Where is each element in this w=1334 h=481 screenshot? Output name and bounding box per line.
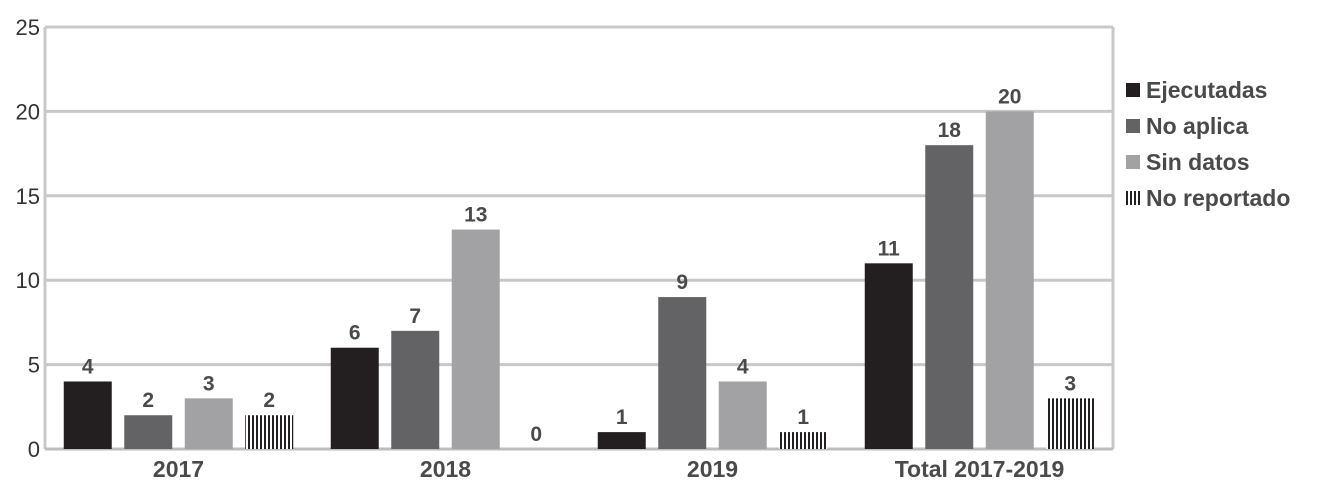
bar-sin-datos — [451, 229, 500, 449]
legend-label: Ejecutadas — [1146, 76, 1268, 103]
y-tick-label: 15 — [16, 184, 40, 209]
bar-ejecutadas — [330, 347, 379, 449]
y-tick-label: 25 — [16, 15, 40, 40]
y-axis-ticks: 0 5 10 15 20 25 — [16, 15, 40, 462]
legend-label: No aplica — [1146, 112, 1249, 139]
x-category-label: 2018 — [420, 456, 471, 481]
bar-ejecutadas — [864, 263, 913, 449]
legend-label: No reportado — [1146, 184, 1291, 211]
data-label: 18 — [938, 119, 962, 142]
data-label: 2 — [142, 389, 154, 412]
bar-no-aplica — [391, 330, 440, 449]
data-label: 11 — [878, 237, 901, 260]
y-tick-label: 5 — [28, 353, 40, 378]
data-label: 9 — [676, 271, 688, 294]
y-tick-label: 20 — [16, 99, 40, 124]
data-label: 13 — [464, 204, 487, 227]
data-label: 3 — [1064, 372, 1076, 395]
bar-sin-datos — [184, 398, 233, 449]
x-category-label: 2017 — [153, 456, 204, 481]
data-label: 7 — [409, 305, 421, 328]
data-label: 4 — [82, 355, 94, 378]
legend-swatch-no-aplica — [1126, 119, 1140, 133]
legend-item-no-aplica: No aplica — [1126, 108, 1290, 144]
legend: Ejecutadas No aplica Sin datos No report… — [1126, 72, 1290, 216]
bar-ejecutadas — [63, 381, 112, 449]
y-tick-label: 0 — [28, 437, 40, 462]
y-tick-label: 10 — [16, 268, 40, 293]
legend-item-no-reportado: No reportado — [1126, 180, 1290, 216]
x-category-label: Total 2017-2019 — [895, 456, 1065, 481]
data-label: 0 — [530, 423, 542, 446]
legend-label: Sin datos — [1146, 148, 1250, 175]
data-label: 1 — [797, 406, 809, 429]
legend-item-ejecutadas: Ejecutadas — [1126, 72, 1290, 108]
bar-no-reportado — [245, 415, 294, 449]
bars — [63, 111, 1095, 450]
data-label: 2 — [263, 389, 275, 412]
x-axis-categories: 2017 2018 2019 Total 2017-2019 — [153, 456, 1064, 481]
bar-no-aplica — [658, 297, 707, 449]
bar-no-reportado — [1046, 398, 1095, 449]
bar-no-aplica — [124, 415, 173, 449]
legend-item-sin-datos: Sin datos — [1126, 144, 1290, 180]
data-label: 3 — [203, 372, 215, 395]
data-label: 6 — [349, 322, 361, 345]
data-label: 20 — [998, 85, 1021, 108]
data-label: 1 — [616, 406, 628, 429]
bar-ejecutadas — [597, 432, 646, 449]
data-label: 4 — [737, 355, 749, 378]
legend-swatch-no-reportado — [1126, 191, 1140, 205]
bar-sin-datos — [718, 381, 767, 449]
bar-no-reportado — [779, 432, 828, 449]
bar-sin-datos — [985, 111, 1034, 450]
legend-swatch-sin-datos — [1126, 155, 1140, 169]
x-category-label: 2019 — [687, 456, 738, 481]
legend-swatch-ejecutadas — [1126, 83, 1140, 97]
bar-no-aplica — [925, 145, 974, 449]
